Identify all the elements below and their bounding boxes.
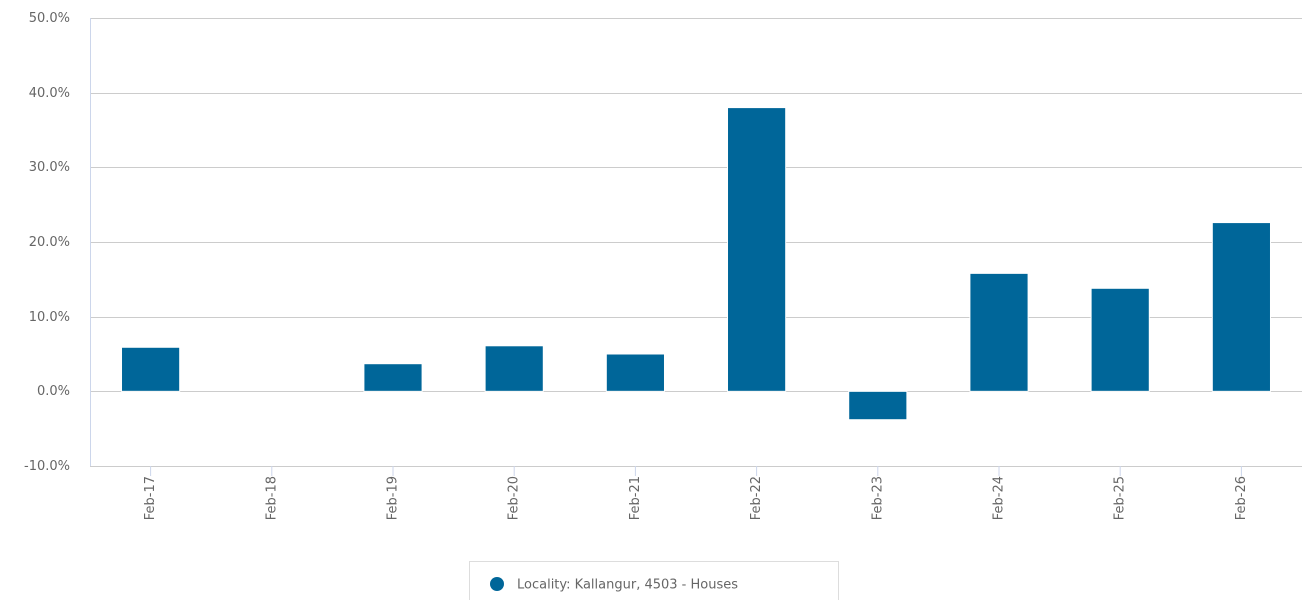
bar: [121, 346, 181, 392]
y-tick-label: 20.0%: [29, 235, 70, 250]
bar: [1211, 222, 1271, 392]
y-tick-label: 30.0%: [29, 160, 70, 175]
bar: [969, 272, 1029, 392]
y-tick-label: 0.0%: [37, 384, 70, 399]
x-tick-label: Feb-19: [386, 476, 401, 520]
y-tick-label: 50.0%: [29, 11, 70, 26]
bar: [363, 363, 423, 392]
x-tick-label: Feb-24: [992, 476, 1007, 520]
bar: [848, 390, 908, 421]
x-tick-label: Feb-22: [749, 476, 764, 520]
x-tick-label: Feb-17: [143, 476, 158, 520]
bar: [484, 345, 544, 392]
x-tick-label: Feb-20: [507, 476, 522, 520]
x-tick-label: Feb-25: [1113, 476, 1128, 520]
y-tick-label: 40.0%: [29, 86, 70, 101]
x-tick-label: Feb-18: [264, 476, 279, 520]
y-tick-label: -10.0%: [24, 459, 70, 474]
x-tick-label: Feb-23: [870, 476, 885, 520]
y-tick-label: 10.0%: [29, 310, 70, 325]
bar: [605, 353, 665, 392]
legend-label: Locality: Kallangur, 4503 - Houses: [517, 578, 738, 593]
legend-marker: [490, 577, 504, 591]
legend-box: [469, 561, 839, 600]
bar: [727, 107, 787, 392]
x-tick-label: Feb-26: [1234, 476, 1249, 520]
x-tick-label: Feb-21: [628, 476, 643, 520]
bar: [1090, 287, 1150, 392]
